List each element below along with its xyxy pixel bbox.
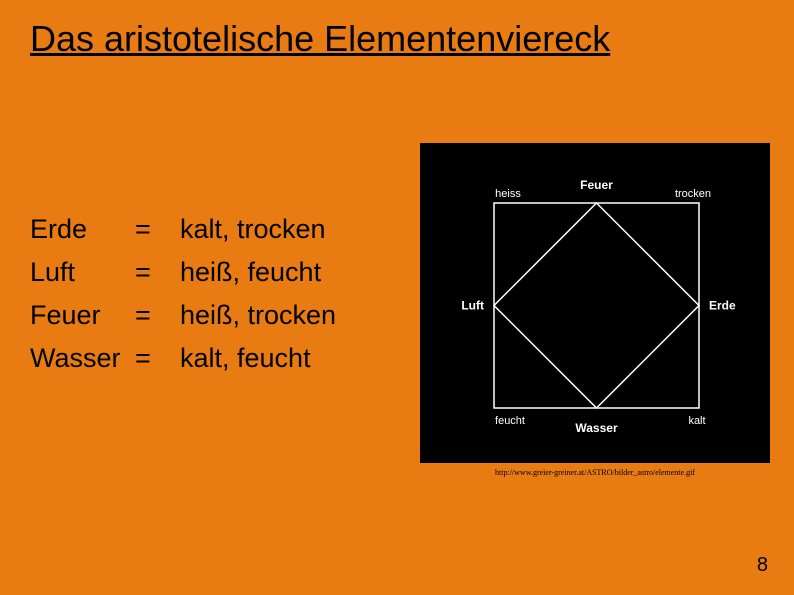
diagram-label-kalt: kalt	[688, 415, 705, 427]
diagram-label-feucht: feucht	[495, 415, 525, 427]
definition-element: Wasser	[30, 337, 135, 380]
definition-equals: =	[135, 208, 180, 251]
diagram-label-erde: Erde	[709, 299, 736, 313]
definition-row: Erde=kalt, trocken	[30, 208, 346, 251]
definition-element: Luft	[30, 251, 135, 294]
definition-element: Feuer	[30, 294, 135, 337]
definition-properties: kalt, trocken	[180, 208, 346, 251]
page-number: 8	[757, 554, 768, 577]
definition-properties: heiß, feucht	[180, 251, 346, 294]
definitions-table: Erde=kalt, trockenLuft=heiß, feuchtFeuer…	[30, 208, 346, 380]
page-title: Das aristotelische Elementenviereck	[30, 18, 610, 60]
definition-properties: heiß, trocken	[180, 294, 346, 337]
diagram-label-heiss: heiss	[495, 188, 521, 200]
diagram-label-feuer: Feuer	[580, 178, 613, 192]
definition-row: Luft=heiß, feucht	[30, 251, 346, 294]
diagram-label-luft: Luft	[461, 299, 484, 313]
definition-properties: kalt, feucht	[180, 337, 346, 380]
definition-equals: =	[135, 251, 180, 294]
definition-row: Feuer=heiß, trocken	[30, 294, 346, 337]
definition-equals: =	[135, 294, 180, 337]
definition-row: Wasser=kalt, feucht	[30, 337, 346, 380]
diagram-label-wasser: Wasser	[575, 421, 618, 435]
diagram-label-trocken: trocken	[675, 188, 711, 200]
image-source-url: http://www.greier-greiner.at/ASTRO/bilde…	[420, 468, 770, 477]
definition-equals: =	[135, 337, 180, 380]
definition-element: Erde	[30, 208, 135, 251]
element-square-diagram: Feuer Erde Wasser Luft heiss trocken kalt feuch…	[420, 143, 770, 463]
